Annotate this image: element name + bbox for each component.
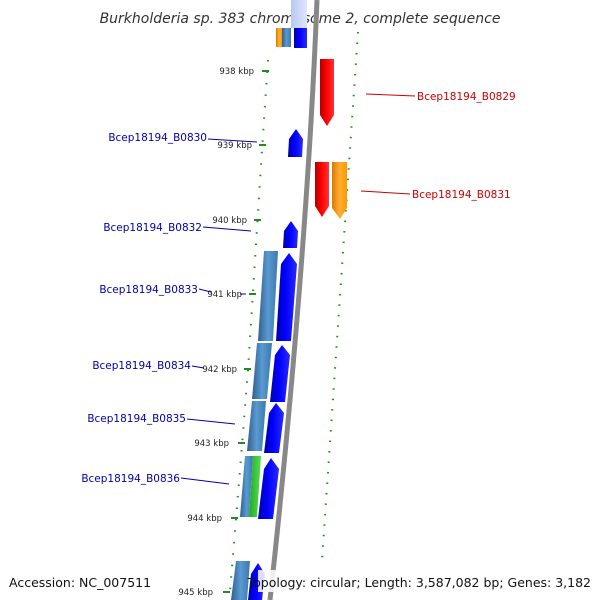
gene-label-b0836[interactable]: Bcep18194_B0836 [81, 473, 180, 485]
tick-label: 938 kbp [219, 67, 254, 77]
cds-blue-b0834 [270, 345, 290, 402]
tick-label: 944 kbp [187, 514, 222, 524]
footer: Accession: NC_007511 Topology: circular;… [9, 570, 600, 592]
cds-red-b0829 [320, 59, 334, 126]
leader-b0834 [191, 365, 205, 369]
leader-b0831 [360, 190, 411, 195]
gene-labels: Bcep18194_B0829 Bcep18194_B0831 Bcep1819… [81, 91, 515, 485]
leader-b0830 [207, 138, 258, 143]
cds-blue-b0832 [283, 221, 298, 248]
cds-blue-b0836 [258, 458, 279, 519]
tick-label: 945 kbp [178, 588, 213, 598]
feature-steel-b0836 [240, 456, 253, 517]
accession-text: Accession: NC_007511 [9, 575, 151, 590]
feature-steel-b0833 [258, 251, 278, 341]
feature-orange-top [276, 28, 282, 47]
gene-label-b0832[interactable]: Bcep18194_B0832 [103, 222, 202, 234]
feature-steel-bottom [231, 561, 250, 600]
gene-label-b0835[interactable]: Bcep18194_B0835 [87, 413, 186, 425]
summary-text: Topology: circular; Length: 3,587,082 bp… [247, 575, 591, 590]
tick-marks: 938 kbp 939 kbp 940 kbp 941 kbp 942 kbp … [178, 67, 269, 598]
top-feature-group [276, 0, 307, 48]
backbone-line [267, 0, 320, 600]
label-leader-lines [180, 93, 416, 485]
gene-label-b0831[interactable]: Bcep18194_B0831 [412, 189, 511, 201]
feature-steel-top [282, 28, 291, 47]
footer-summary-bg [258, 570, 600, 592]
reverse-strand-features [315, 59, 347, 219]
tick-label: 943 kbp [194, 439, 229, 449]
cds-red-b0831 [315, 162, 329, 217]
feature-steel-b0835 [247, 401, 266, 451]
gene-label-b0830[interactable]: Bcep18194_B0830 [108, 132, 207, 144]
leader-b0833 [198, 288, 212, 293]
cds-blue-b0830 [288, 129, 303, 157]
feature-pale-top [291, 0, 307, 28]
leader-b0832 [202, 226, 252, 232]
tick-label: 940 kbp [212, 216, 247, 226]
gene-label-b0834[interactable]: Bcep18194_B0834 [92, 360, 191, 372]
cds-blue-b0835 [264, 403, 284, 453]
tick-label: 941 kbp [207, 290, 242, 300]
feature-steel-b0834 [252, 343, 272, 399]
cds-blue-top [294, 28, 307, 48]
leader-b0836 [180, 477, 230, 485]
gene-label-b0833[interactable]: Bcep18194_B0833 [99, 284, 198, 296]
feature-green-b0836 [249, 456, 261, 517]
tick-label: 942 kbp [202, 365, 237, 375]
feature-orange-b0831 [332, 162, 347, 219]
gene-label-b0829[interactable]: Bcep18194_B0829 [417, 91, 516, 103]
outer-dotted-ring [321, 31, 359, 561]
cds-blue-b0833 [276, 253, 297, 341]
leader-b0835 [186, 418, 236, 425]
tick-label: 939 kbp [217, 141, 252, 151]
leader-b0829 [365, 93, 416, 97]
forward-strand-features [231, 129, 303, 600]
